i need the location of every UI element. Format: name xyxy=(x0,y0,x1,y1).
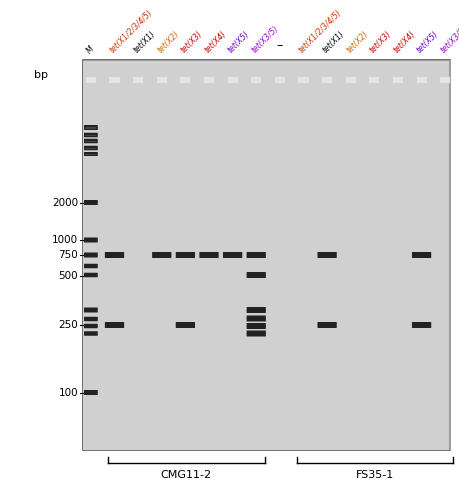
FancyBboxPatch shape xyxy=(85,148,96,149)
FancyBboxPatch shape xyxy=(412,252,431,258)
Text: 100: 100 xyxy=(58,388,78,398)
FancyBboxPatch shape xyxy=(318,322,337,328)
FancyBboxPatch shape xyxy=(84,264,98,268)
Text: tet(X3): tet(X3) xyxy=(368,30,393,55)
Text: tet(X1): tet(X1) xyxy=(132,30,157,55)
Text: CMG11-2: CMG11-2 xyxy=(161,470,212,480)
FancyBboxPatch shape xyxy=(84,390,98,395)
FancyBboxPatch shape xyxy=(84,238,98,242)
Text: tet(X3/5): tet(X3/5) xyxy=(439,24,459,55)
FancyBboxPatch shape xyxy=(84,138,98,143)
FancyBboxPatch shape xyxy=(84,308,98,312)
FancyBboxPatch shape xyxy=(84,324,98,328)
Text: tet(X1): tet(X1) xyxy=(321,30,346,55)
FancyBboxPatch shape xyxy=(84,146,98,150)
Text: tet(X3): tet(X3) xyxy=(179,30,204,55)
FancyBboxPatch shape xyxy=(84,152,98,156)
FancyBboxPatch shape xyxy=(246,252,266,258)
Text: M: M xyxy=(84,44,95,55)
FancyBboxPatch shape xyxy=(412,322,431,328)
Text: tet(X4): tet(X4) xyxy=(202,30,228,55)
FancyBboxPatch shape xyxy=(176,252,195,258)
FancyBboxPatch shape xyxy=(83,60,450,450)
FancyBboxPatch shape xyxy=(346,76,356,82)
Text: tet(X5): tet(X5) xyxy=(415,30,441,55)
FancyBboxPatch shape xyxy=(84,125,98,130)
Text: 250: 250 xyxy=(58,320,78,330)
Text: tet(X2): tet(X2) xyxy=(344,30,370,55)
Text: FS35-1: FS35-1 xyxy=(356,470,394,480)
Text: 500: 500 xyxy=(58,271,78,281)
FancyBboxPatch shape xyxy=(84,317,98,322)
FancyBboxPatch shape xyxy=(440,76,450,82)
FancyBboxPatch shape xyxy=(246,330,266,336)
FancyBboxPatch shape xyxy=(152,252,171,258)
FancyBboxPatch shape xyxy=(109,76,119,82)
FancyBboxPatch shape xyxy=(84,252,98,258)
FancyBboxPatch shape xyxy=(223,252,242,258)
Text: tet(X5): tet(X5) xyxy=(226,30,252,55)
FancyBboxPatch shape xyxy=(84,132,98,137)
FancyBboxPatch shape xyxy=(393,76,403,82)
FancyBboxPatch shape xyxy=(83,60,449,450)
FancyBboxPatch shape xyxy=(251,76,261,82)
Text: 750: 750 xyxy=(58,250,78,260)
FancyBboxPatch shape xyxy=(246,307,266,313)
Text: tet(X3/5): tet(X3/5) xyxy=(250,24,280,55)
Text: tet(X1/2/3/4/5): tet(X1/2/3/4/5) xyxy=(108,8,155,55)
FancyBboxPatch shape xyxy=(157,76,167,82)
FancyBboxPatch shape xyxy=(105,252,124,258)
FancyBboxPatch shape xyxy=(318,252,337,258)
Text: 2000: 2000 xyxy=(52,198,78,207)
FancyBboxPatch shape xyxy=(246,272,266,278)
Text: –: – xyxy=(277,40,283,52)
FancyBboxPatch shape xyxy=(84,200,98,205)
FancyBboxPatch shape xyxy=(105,322,124,328)
Text: 1000: 1000 xyxy=(52,235,78,245)
Text: tet(X1/2/3/4/5): tet(X1/2/3/4/5) xyxy=(297,8,344,55)
FancyBboxPatch shape xyxy=(275,76,285,82)
FancyBboxPatch shape xyxy=(246,323,266,329)
FancyBboxPatch shape xyxy=(246,316,266,322)
FancyBboxPatch shape xyxy=(84,331,98,336)
FancyBboxPatch shape xyxy=(298,76,308,82)
FancyBboxPatch shape xyxy=(85,140,96,142)
FancyBboxPatch shape xyxy=(204,76,214,82)
FancyBboxPatch shape xyxy=(369,76,380,82)
Text: bp: bp xyxy=(34,70,49,80)
FancyBboxPatch shape xyxy=(417,76,427,82)
FancyBboxPatch shape xyxy=(85,134,96,136)
FancyBboxPatch shape xyxy=(84,273,98,277)
FancyBboxPatch shape xyxy=(180,76,190,82)
FancyBboxPatch shape xyxy=(86,76,96,82)
FancyBboxPatch shape xyxy=(228,76,238,82)
FancyBboxPatch shape xyxy=(199,252,218,258)
Text: tet(X2): tet(X2) xyxy=(156,30,181,55)
FancyBboxPatch shape xyxy=(176,322,195,328)
FancyBboxPatch shape xyxy=(133,76,143,82)
FancyBboxPatch shape xyxy=(322,76,332,82)
Text: tet(X4): tet(X4) xyxy=(392,30,417,55)
